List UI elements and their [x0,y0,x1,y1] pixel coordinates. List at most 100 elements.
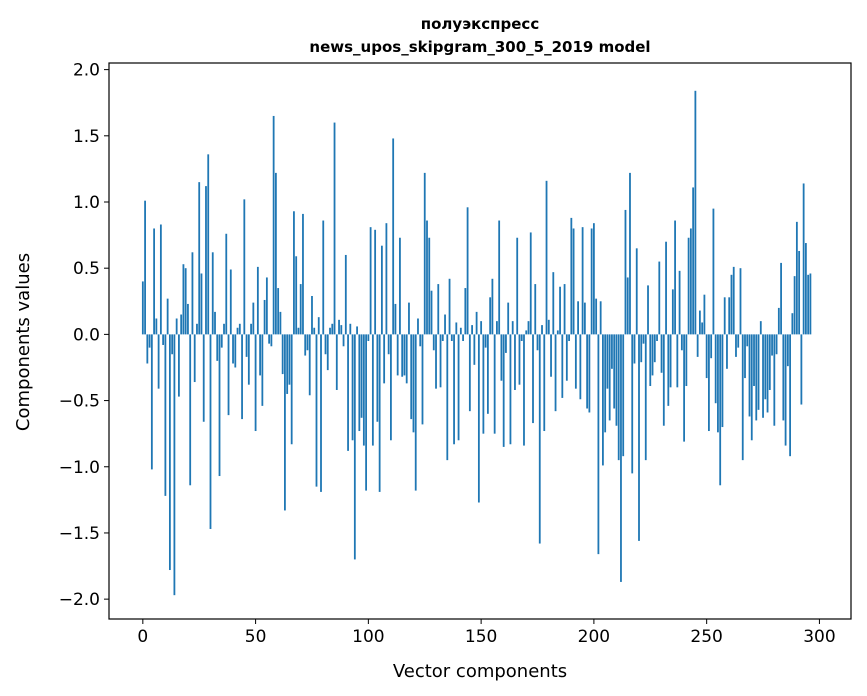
bar [669,334,672,388]
bar [315,334,318,487]
bar [703,294,706,335]
bar [385,223,388,335]
bar [608,334,611,421]
bar [556,330,559,335]
bar [153,228,155,335]
bar [405,334,408,384]
bar [705,334,708,379]
y-axis-label: Components values [13,253,34,431]
bar [507,302,510,335]
bar [514,334,516,390]
bar [536,334,539,351]
bar [459,327,462,335]
bar [198,182,201,335]
bar [166,298,169,335]
bar [227,334,230,416]
chart-title-line-2: news_upos_skipgram_300_5_2019 model [309,38,650,56]
bar [286,334,289,394]
bar [678,270,681,335]
bar [687,237,690,335]
bar [263,299,266,335]
x-tick-label: 150 [465,627,497,647]
bar [324,334,327,355]
bar [486,334,489,414]
y-tick-label: −1.0 [59,458,100,478]
bar [205,186,207,335]
bar [784,334,787,446]
bar [369,227,372,335]
y-tick-label: −2.0 [59,590,100,610]
bar [807,274,810,335]
bar [766,334,769,413]
bar [475,311,478,335]
bar [430,290,433,335]
bar [633,334,636,364]
bar [552,272,555,335]
y-axis-ticks: −2.0 −1.5 −1.0 −0.5 0.0 0.5 1.0 1.5 2.0 [59,61,109,610]
bar [313,327,316,335]
bar [362,334,365,446]
bar [660,334,663,373]
bar [322,220,325,335]
bar [272,115,275,335]
bar [611,334,613,369]
bar [592,223,595,335]
bar [243,199,246,335]
bar [732,266,735,335]
bar [184,268,187,335]
bar [256,266,259,335]
bar [493,334,496,434]
bar [581,227,584,335]
y-tick-label: 0.5 [73,259,100,279]
bar [270,334,273,347]
bar [453,334,455,445]
bar [773,334,776,426]
bar [489,297,492,335]
bar [577,301,579,335]
bar [545,180,548,335]
bar [180,314,183,335]
bar [164,334,167,496]
bar [191,252,194,335]
bar [410,334,413,420]
bar [423,172,426,335]
bar [182,264,185,335]
bar [753,334,755,387]
bar [225,233,228,335]
bar [698,310,701,335]
bar [710,334,713,359]
bar [791,313,794,335]
bar [804,243,807,335]
bar [777,307,780,335]
bar [477,334,480,503]
bar [241,334,243,420]
bar [432,334,435,351]
bar [793,276,796,335]
bar [218,334,221,477]
y-tick-label: 1.5 [73,127,100,147]
bar [435,334,437,389]
bar [304,334,307,356]
bar [523,334,525,446]
bar [590,228,593,335]
bar [717,334,719,433]
y-tick-label: −1.5 [59,524,100,544]
bar [721,334,724,428]
bar [399,237,401,335]
bar [644,334,647,461]
bar [689,228,692,335]
bar [708,334,710,432]
bar [335,334,338,390]
bar [155,318,158,335]
bar [333,122,336,335]
bar [509,334,512,445]
bar [284,334,286,511]
bar [606,334,609,389]
bar [728,297,731,335]
bar [331,323,334,335]
bar [520,334,523,341]
chart-title-line-1: полуэкспресс [421,15,539,33]
bar [365,334,367,491]
bar [403,334,406,376]
bar [299,284,302,335]
